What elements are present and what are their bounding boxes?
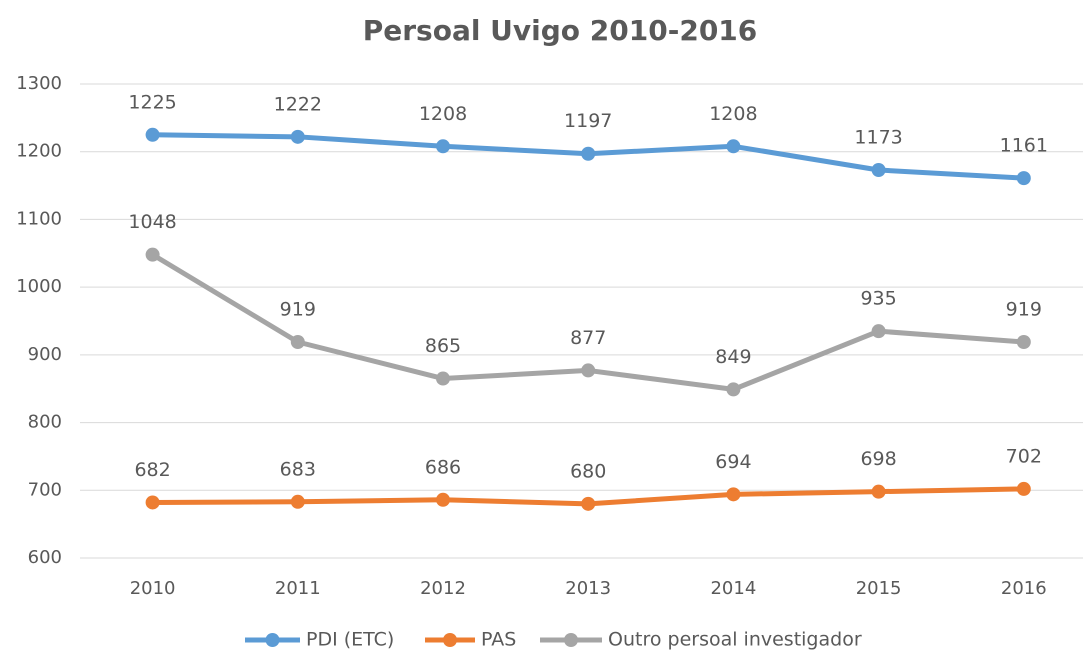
y-tick-label: 1200 bbox=[16, 141, 62, 162]
x-tick-label: 2012 bbox=[420, 578, 466, 599]
x-tick-label: 2016 bbox=[1001, 578, 1047, 599]
legend-label: PDI (ETC) bbox=[306, 629, 394, 651]
data-point bbox=[290, 334, 305, 349]
data-point bbox=[726, 487, 741, 502]
data-label: 877 bbox=[570, 327, 606, 349]
x-tick-label: 2011 bbox=[275, 578, 321, 599]
x-tick-label: 2015 bbox=[856, 578, 902, 599]
y-tick-label: 600 bbox=[28, 547, 62, 568]
legend-label: Outro persoal investigador bbox=[608, 629, 862, 651]
data-point bbox=[290, 129, 305, 144]
data-label: 1197 bbox=[564, 110, 612, 132]
chart-title: Persoal Uvigo 2010-2016 bbox=[363, 14, 758, 47]
data-label: 694 bbox=[715, 451, 751, 473]
data-point bbox=[145, 495, 160, 510]
data-point bbox=[871, 484, 886, 499]
y-tick-label: 800 bbox=[28, 412, 62, 433]
data-label: 849 bbox=[715, 346, 751, 368]
data-label: 1161 bbox=[1000, 135, 1048, 157]
data-label: 702 bbox=[1006, 445, 1042, 467]
data-point bbox=[145, 127, 160, 142]
data-label: 1222 bbox=[274, 93, 322, 115]
data-label: 680 bbox=[570, 460, 606, 482]
legend-marker bbox=[265, 633, 280, 647]
data-point bbox=[726, 382, 741, 397]
data-point bbox=[290, 494, 305, 509]
data-point bbox=[1016, 334, 1031, 349]
legend-marker bbox=[564, 633, 578, 647]
y-tick-label: 700 bbox=[28, 479, 62, 500]
data-label: 1208 bbox=[419, 103, 467, 125]
data-point bbox=[581, 146, 596, 161]
y-tick-label: 1100 bbox=[16, 208, 62, 229]
data-point bbox=[436, 492, 450, 507]
data-point bbox=[145, 247, 160, 262]
data-label: 865 bbox=[425, 335, 461, 357]
x-tick-label: 2013 bbox=[565, 578, 611, 599]
legend-label: PAS bbox=[481, 629, 516, 651]
y-tick-label: 900 bbox=[28, 344, 62, 365]
data-label: 686 bbox=[425, 456, 461, 478]
data-label: 935 bbox=[860, 288, 896, 310]
data-point bbox=[1016, 481, 1031, 496]
data-label: 1048 bbox=[128, 211, 176, 233]
data-label: 1173 bbox=[854, 126, 902, 148]
legend-marker bbox=[443, 633, 457, 647]
data-label: 1208 bbox=[709, 103, 757, 125]
data-point bbox=[581, 496, 596, 511]
data-label: 683 bbox=[280, 458, 316, 480]
data-point bbox=[1016, 171, 1031, 186]
data-point bbox=[581, 363, 596, 378]
data-label: 682 bbox=[134, 459, 170, 481]
x-tick-label: 2014 bbox=[710, 578, 756, 599]
data-label: 919 bbox=[280, 298, 316, 320]
data-label: 919 bbox=[1006, 298, 1042, 320]
data-point bbox=[726, 139, 741, 154]
x-tick-label: 2010 bbox=[130, 578, 176, 599]
data-point bbox=[871, 324, 886, 339]
data-label: 698 bbox=[860, 448, 896, 470]
y-tick-label: 1000 bbox=[16, 276, 62, 297]
data-point bbox=[871, 162, 886, 177]
y-tick-label: 1300 bbox=[16, 73, 62, 94]
data-label: 1225 bbox=[128, 91, 176, 113]
data-point bbox=[436, 139, 450, 154]
data-point bbox=[436, 371, 450, 386]
